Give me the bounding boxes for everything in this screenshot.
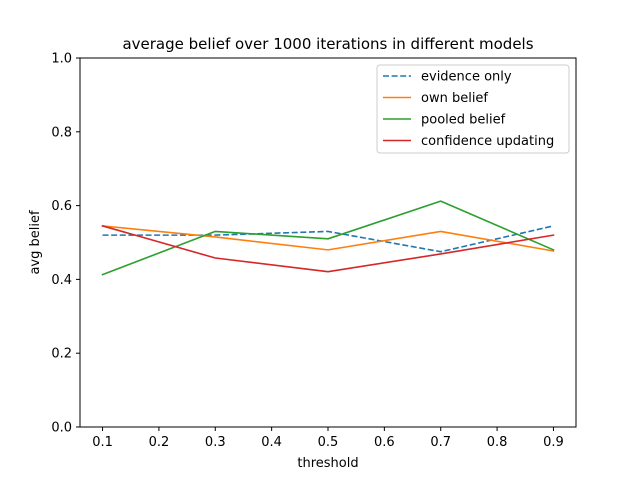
y-tick-label: 0.0 [51, 421, 72, 436]
x-axis: 0.1 0.2 0.3 0.4 0.5 0.6 0.7 0.8 0.9 [92, 427, 564, 450]
y-tick-label: 0.8 [51, 125, 72, 140]
y-tick-label: 0.6 [51, 199, 72, 214]
legend: evidence only own belief pooled belief conf… [376, 64, 570, 154]
y-axis: 0.0 0.2 0.4 0.6 0.8 1.0 [51, 52, 80, 436]
y-tick-label: 1.0 [51, 52, 72, 67]
series-line-own-belief [101, 225, 555, 252]
x-tick-label: 0.6 [374, 435, 395, 450]
series-line-pooled-belief [101, 200, 555, 276]
legend-box [376, 64, 570, 154]
x-tick-label: 0.7 [430, 435, 451, 450]
plot-frame [79, 57, 577, 428]
y-tick-label: 0.4 [51, 273, 72, 288]
x-axis-label: threshold [297, 456, 358, 471]
x-tick-label: 0.8 [487, 435, 508, 450]
x-tick-label: 0.1 [92, 435, 113, 450]
x-tick-label: 0.5 [318, 435, 339, 450]
legend-entry: confidence updating [421, 134, 554, 149]
legend-entry: evidence only [421, 70, 512, 85]
y-axis-label: avg belief [28, 210, 43, 275]
series-layer [101, 200, 555, 276]
series-line-evidence-only [102, 225, 554, 253]
x-tick-label: 0.4 [261, 435, 282, 450]
x-tick-label: 0.2 [149, 435, 170, 450]
x-tick-label: 0.9 [543, 435, 564, 450]
x-tick-label: 0.3 [205, 435, 226, 450]
y-tick-label: 0.2 [51, 347, 72, 362]
legend-entry: pooled belief [421, 113, 506, 128]
series-line-confidence-updating [101, 224, 555, 273]
chart-title: average belief over 1000 iterations in d… [122, 35, 533, 53]
legend-entry: own belief [421, 91, 488, 106]
